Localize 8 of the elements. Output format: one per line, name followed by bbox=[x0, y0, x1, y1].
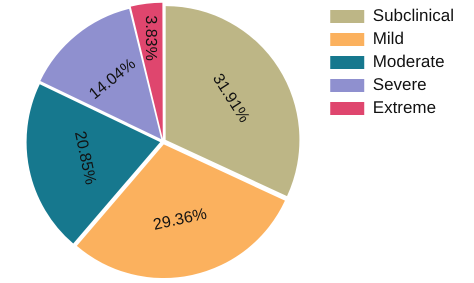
legend-label: Severe bbox=[372, 75, 427, 94]
data-label: 3.83% bbox=[142, 15, 160, 61]
legend-label: Moderate bbox=[372, 52, 445, 72]
legend-label: Subclinical bbox=[372, 6, 454, 26]
data-label: 20.85% bbox=[70, 130, 99, 186]
data-label: 29.36% bbox=[152, 206, 208, 234]
legend-label: Extreme bbox=[372, 98, 436, 118]
legend-label: Mild bbox=[372, 29, 404, 48]
